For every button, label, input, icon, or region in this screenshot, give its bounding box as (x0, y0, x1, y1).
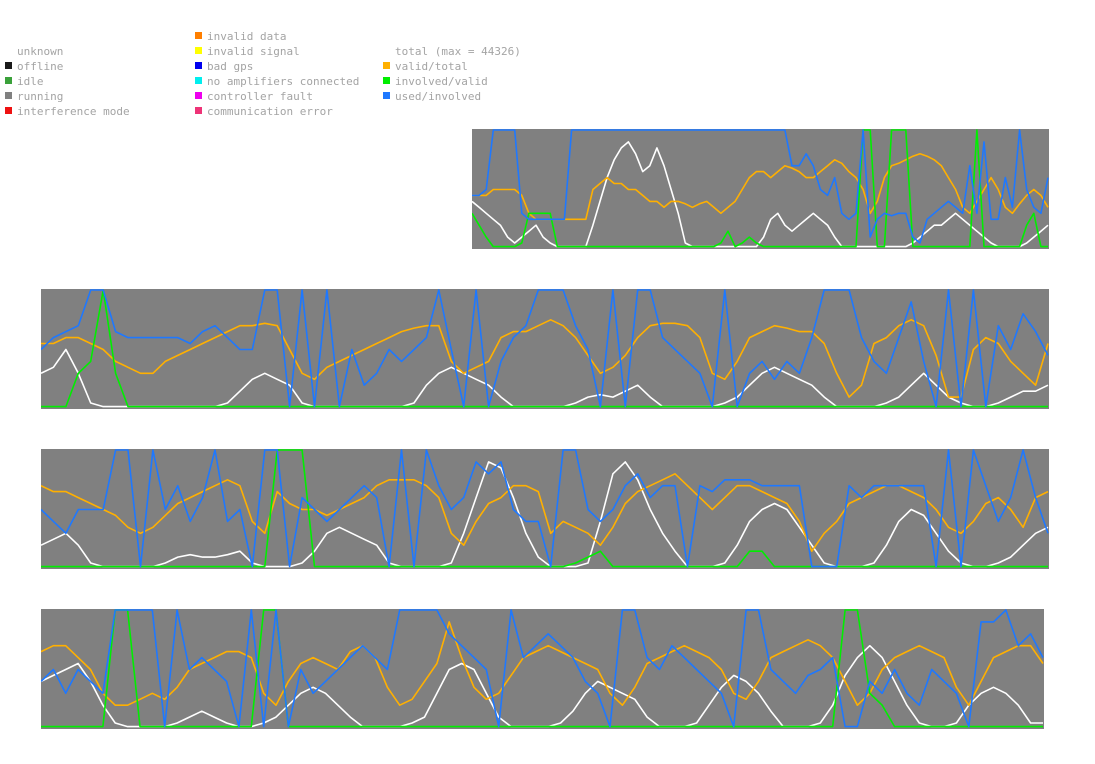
legend-column-errors: invalid data invalid signal bad gps no a… (195, 0, 385, 125)
chart-row-1-plot (472, 129, 1049, 249)
legend-label: unknown (17, 45, 64, 58)
status-band-running (41, 289, 1049, 409)
chart-row-1 (472, 129, 1049, 251)
chart-row-2 (41, 289, 1049, 411)
legend-label: interference mode (17, 105, 130, 118)
legend-label: no amplifiers connected (207, 75, 360, 88)
legend-label: bad gps (207, 60, 254, 73)
chart-row-4 (41, 609, 1044, 731)
legend-swatch-valid-total (383, 62, 390, 69)
chart-row-2-plot (41, 289, 1049, 409)
series-used-involved-line (472, 129, 1049, 244)
series-used-involved-line (41, 609, 1044, 728)
series-valid-total-line (41, 473, 1049, 552)
series-total-line (41, 461, 1049, 568)
chart-row-4-plot (41, 609, 1044, 729)
status-band-running (472, 129, 1049, 249)
legend-swatch-running (5, 92, 12, 99)
series-involved-valid-line (41, 609, 1043, 728)
legend-label: invalid signal (207, 45, 300, 58)
legend-label: involved/valid (395, 75, 488, 88)
legend-label: total (max = 44326) (395, 45, 521, 58)
legend-swatch-invalid-data (195, 32, 202, 39)
legend-label: communication error (207, 105, 333, 118)
series-involved-valid-line (41, 289, 1048, 408)
series-used-involved-line (41, 289, 1049, 408)
legend-label: valid/total (395, 60, 468, 73)
legend-swatch-involved-valid (383, 77, 390, 84)
series-valid-total-line (41, 319, 1049, 398)
legend-label: invalid data (207, 30, 287, 43)
chart-row-3 (41, 449, 1049, 571)
legend-swatch-bad-gps (195, 62, 202, 69)
legend-label: offline (17, 60, 64, 73)
status-band-running (41, 449, 1049, 569)
legend-column-ratios: total (max = 44326) valid/total involved… (383, 0, 563, 125)
legend-label: used/involved (395, 90, 482, 103)
legend-label: idle (17, 75, 44, 88)
series-involved-valid-line (472, 129, 1048, 248)
legend-label: controller fault (207, 90, 313, 103)
status-band-running (41, 609, 1044, 729)
legend-swatch-controller-fault (195, 92, 202, 99)
series-valid-total-line (41, 621, 1044, 706)
legend-swatch-idle (5, 77, 12, 84)
legend-swatch-communication-error (195, 107, 202, 114)
legend-swatch-invalid-signal (195, 47, 202, 54)
series-used-involved-line (41, 449, 1049, 568)
chart-row-3-plot (41, 449, 1049, 569)
legend-swatch-no-amplifiers (195, 77, 202, 84)
legend-swatch-offline (5, 62, 12, 69)
legend-swatch-used-involved (383, 92, 390, 99)
series-involved-valid-line (41, 449, 1048, 568)
legend-label: running (17, 90, 64, 103)
legend-swatch-interference-mode (5, 107, 12, 114)
series-valid-total-line (472, 153, 1049, 221)
legend-column-status: unknown offline idle running interferenc… (5, 0, 185, 125)
